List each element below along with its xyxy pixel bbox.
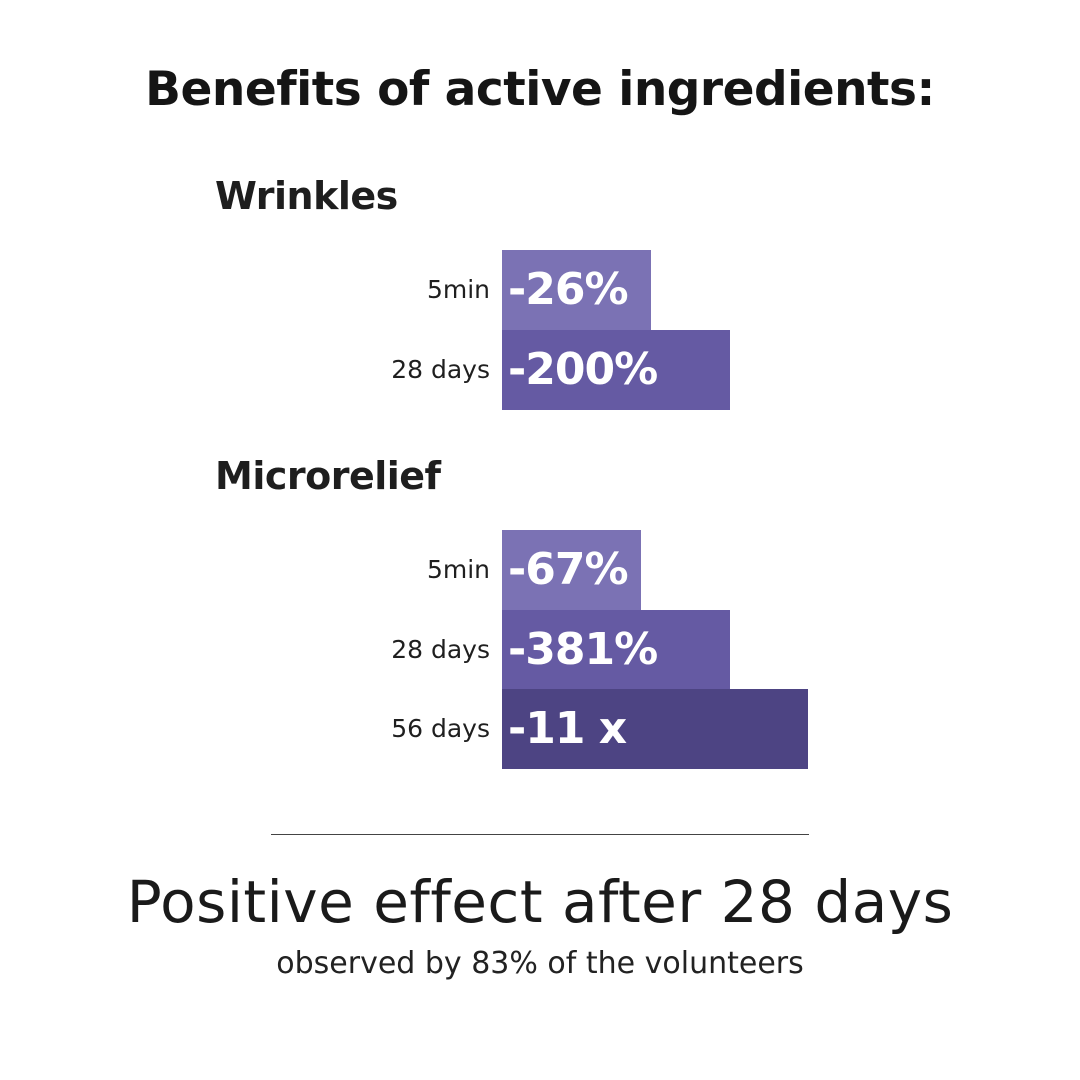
- bar: [502, 610, 730, 690]
- bar: [502, 250, 651, 330]
- bar-value-label: -67%: [508, 544, 629, 595]
- footer-subtext: observed by 83% of the volunteers: [276, 946, 804, 981]
- bar-category-label: 28 days: [391, 355, 490, 384]
- bar-value-label: -381%: [508, 624, 658, 675]
- chart-title-microrelief: Microrelief: [215, 454, 441, 498]
- bar: [502, 330, 730, 410]
- bar-category-label: 5min: [426, 275, 490, 304]
- bar-value-label: -26%: [508, 264, 629, 315]
- page-title: Benefits of active ingredients:: [145, 62, 935, 117]
- bar-category-label: 5min: [426, 555, 490, 584]
- bar-value-label: -11 x: [508, 703, 627, 754]
- chart-title-wrinkles: Wrinkles: [215, 174, 398, 218]
- bar-value-label: -200%: [508, 344, 658, 395]
- divider: [271, 834, 809, 835]
- bar: [502, 530, 641, 610]
- bar-category-label: 28 days: [391, 635, 490, 664]
- bar: [502, 689, 808, 769]
- footer-headline: Positive effect after 28 days: [126, 868, 954, 936]
- bar-category-label: 56 days: [391, 714, 490, 743]
